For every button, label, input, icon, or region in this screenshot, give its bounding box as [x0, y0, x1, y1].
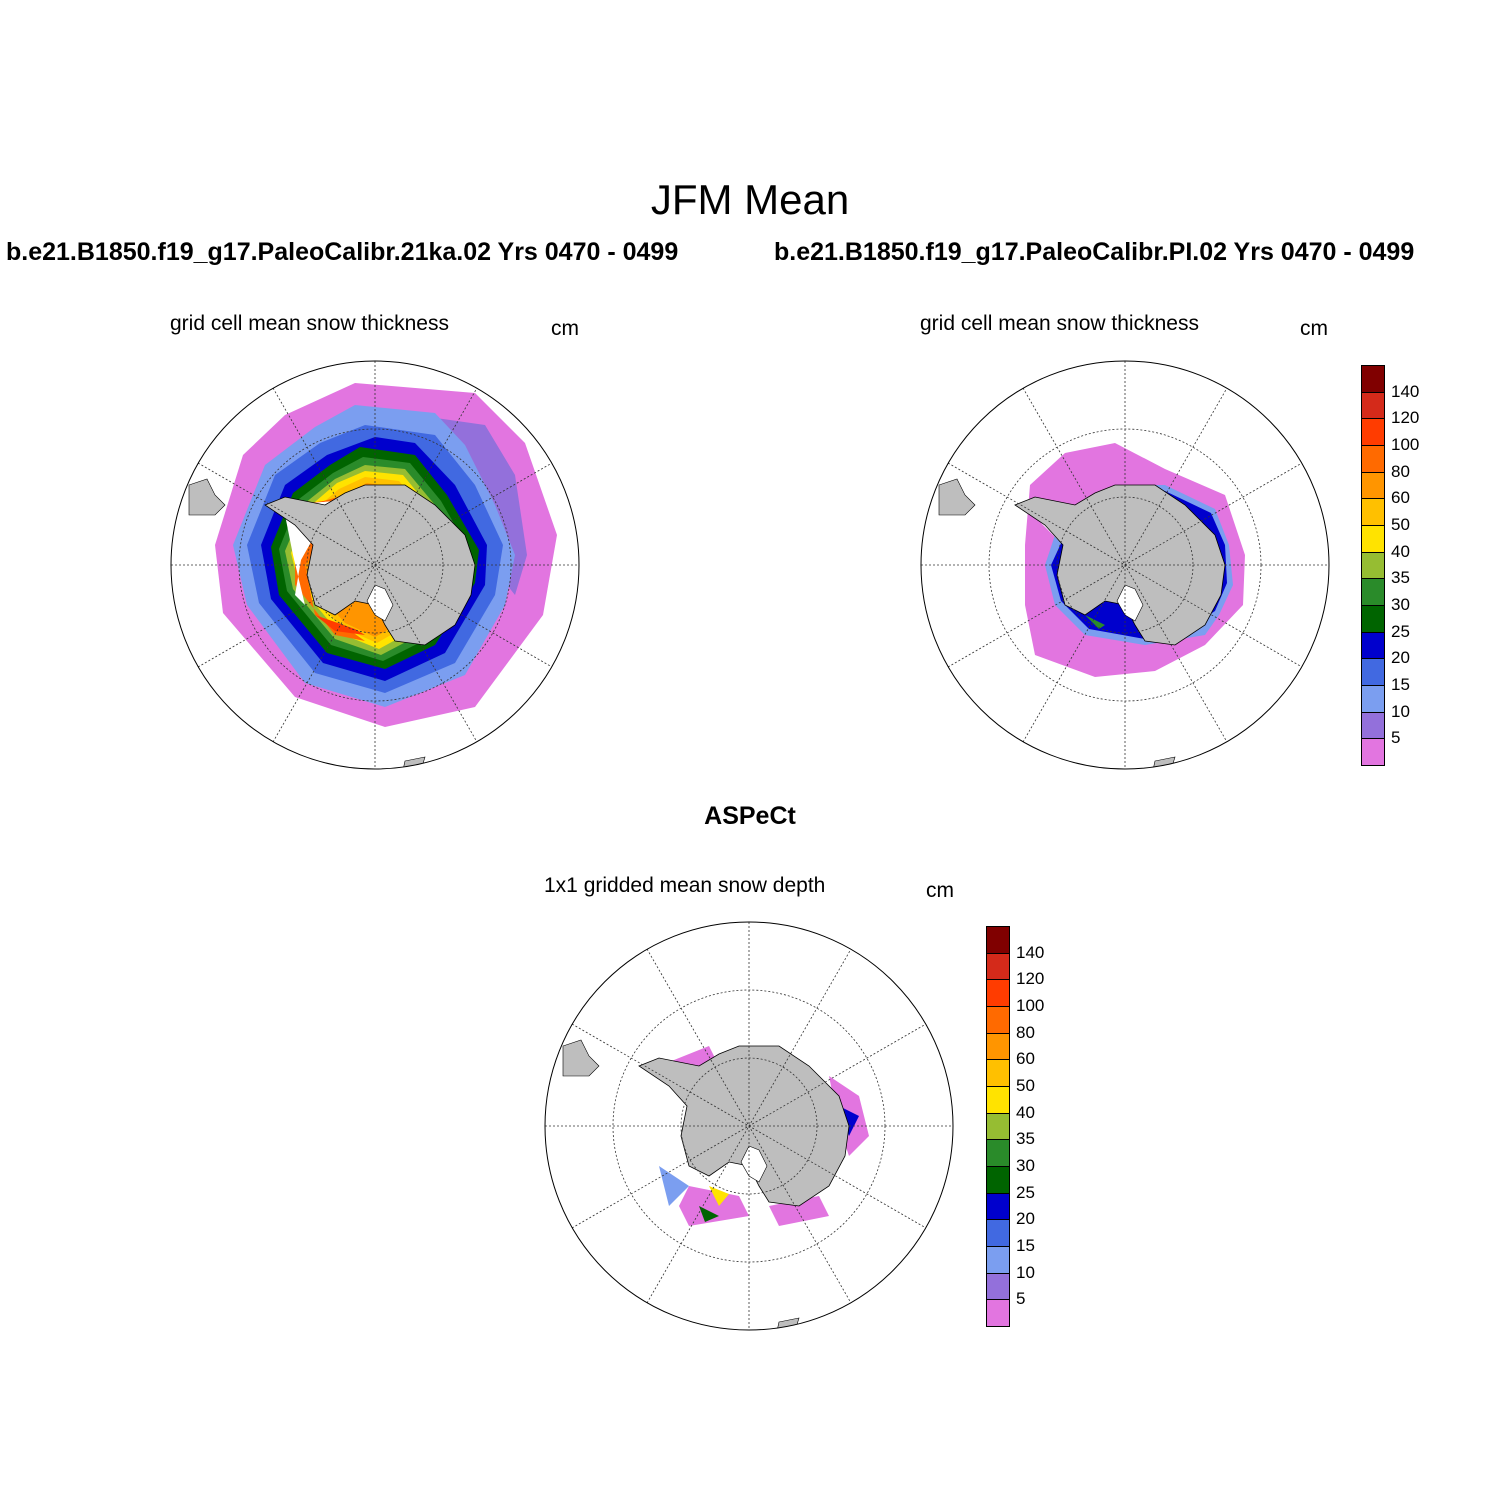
colorbar-tick-label: 60 [1016, 1049, 1035, 1069]
colorbar-box [1361, 658, 1385, 686]
colorbar-tick-label: 5 [1391, 728, 1401, 748]
map-border-pi [920, 360, 1330, 770]
colorbar-box [986, 1139, 1010, 1167]
colorbar-box [986, 1166, 1010, 1194]
colorbar-tick-label: 100 [1016, 996, 1045, 1015]
colorbar-box [986, 1112, 1010, 1141]
colorbar-tick-label: 60 [1391, 488, 1410, 508]
map-border-21ka [170, 360, 580, 770]
colorbar-tick-label: 25 [1016, 1182, 1035, 1202]
colorbar-box [986, 952, 1010, 981]
colorbar-tick-label: 35 [1016, 1129, 1035, 1149]
colorbar-tick-label: 10 [1016, 1262, 1035, 1282]
figure-title: JFM Mean [650, 176, 850, 223]
colorbar-box [1361, 605, 1385, 633]
antarctica-landmass-pi [938, 478, 1226, 769]
colorbar-tick-label: 140 [1016, 942, 1045, 962]
colorbar-tick-label: 30 [1391, 595, 1410, 614]
colorbar-tick-label: 100 [1391, 435, 1420, 454]
colorbar-box [986, 1032, 1010, 1061]
panel-label-obs: 1x1 gridded mean snow depth [544, 874, 826, 897]
colorbar-top: 140 120 100 80 60 50 40 35 30 25 20 15 10 5 [1361, 365, 1419, 766]
polar-map-observations [544, 921, 954, 1331]
colorbar-box [986, 1299, 1010, 1327]
colorbar-box [1361, 738, 1385, 766]
units-label-pi: cm [1300, 317, 1328, 340]
colorbar-box [1361, 525, 1385, 553]
colorbar-tick-label: 20 [1391, 648, 1410, 668]
colorbar-box [1361, 471, 1385, 500]
units-label-21ka: cm [551, 317, 579, 340]
polar-map-pi [920, 360, 1330, 770]
colorbar-tick-label: 15 [1391, 675, 1410, 694]
colorbar-box [986, 1086, 1010, 1114]
colorbar-tick-label: 50 [1391, 515, 1410, 534]
colorbar-box [1361, 578, 1385, 606]
polar-map-21ka [170, 360, 580, 770]
colorbar-box [986, 1219, 1010, 1247]
colorbar-tick-label: 35 [1391, 568, 1410, 588]
colorbar-box [1361, 445, 1385, 473]
colorbar-tick-label: 40 [1016, 1102, 1035, 1122]
colorbar-box [986, 1272, 1010, 1301]
graticule-pi [921, 361, 1329, 769]
colorbar-box [1361, 365, 1385, 393]
graticule-obs [545, 922, 953, 1330]
colorbar-tick-label: 40 [1391, 541, 1410, 561]
colorbar-tick-label: 120 [1391, 408, 1420, 428]
colorbar-tick-label: 5 [1016, 1289, 1026, 1309]
colorbar-box [1361, 551, 1385, 580]
colorbar-tick-label: 80 [1391, 461, 1410, 481]
colorbar-tick-label: 30 [1016, 1156, 1035, 1175]
panel-label-pi: grid cell mean snow thickness [920, 312, 1199, 335]
colorbar-box [1361, 631, 1385, 660]
colorbar-box [1361, 418, 1385, 446]
case-title-right: b.e21.B1850.f19_g17.PaleoCalibr.PI.02 Yr… [774, 238, 1415, 266]
colorbar-tick-label: 80 [1016, 1022, 1035, 1042]
colorbar-box [1361, 391, 1385, 420]
colorbar-tick-label: 120 [1016, 969, 1045, 989]
colorbar-box [986, 979, 1010, 1007]
case-title-left: b.e21.B1850.f19_g17.PaleoCalibr.21ka.02 … [6, 238, 679, 266]
graticule-21ka [171, 361, 579, 769]
colorbar-tick-label: 140 [1391, 381, 1420, 401]
antarctica-landmass-obs [562, 1039, 850, 1330]
colorbar-tick-label: 10 [1391, 701, 1410, 721]
colorbar-tick-label: 20 [1016, 1209, 1035, 1229]
colorbar-box [1361, 498, 1385, 526]
map-border-obs [544, 921, 954, 1331]
colorbar-box [986, 1192, 1010, 1221]
antarctica-landmass-21ka [188, 478, 476, 769]
units-label-obs: cm [926, 879, 954, 902]
colorbar-box [1361, 685, 1385, 713]
panel-label-21ka: grid cell mean snow thickness [170, 312, 449, 335]
colorbar-box [986, 1006, 1010, 1034]
colorbar-box [986, 1246, 1010, 1274]
colorbar-box [986, 926, 1010, 954]
colorbar-tick-label: 15 [1016, 1236, 1035, 1255]
colorbar-tick-label: 25 [1391, 621, 1410, 641]
obs-title: ASPeCt [704, 802, 796, 830]
colorbar-box [1361, 711, 1385, 740]
colorbar-box [986, 1059, 1010, 1087]
colorbar-tick-label: 50 [1016, 1076, 1035, 1095]
colorbar-bottom: 140 120 100 80 60 50 40 35 30 25 20 15 10 5 [986, 926, 1044, 1327]
